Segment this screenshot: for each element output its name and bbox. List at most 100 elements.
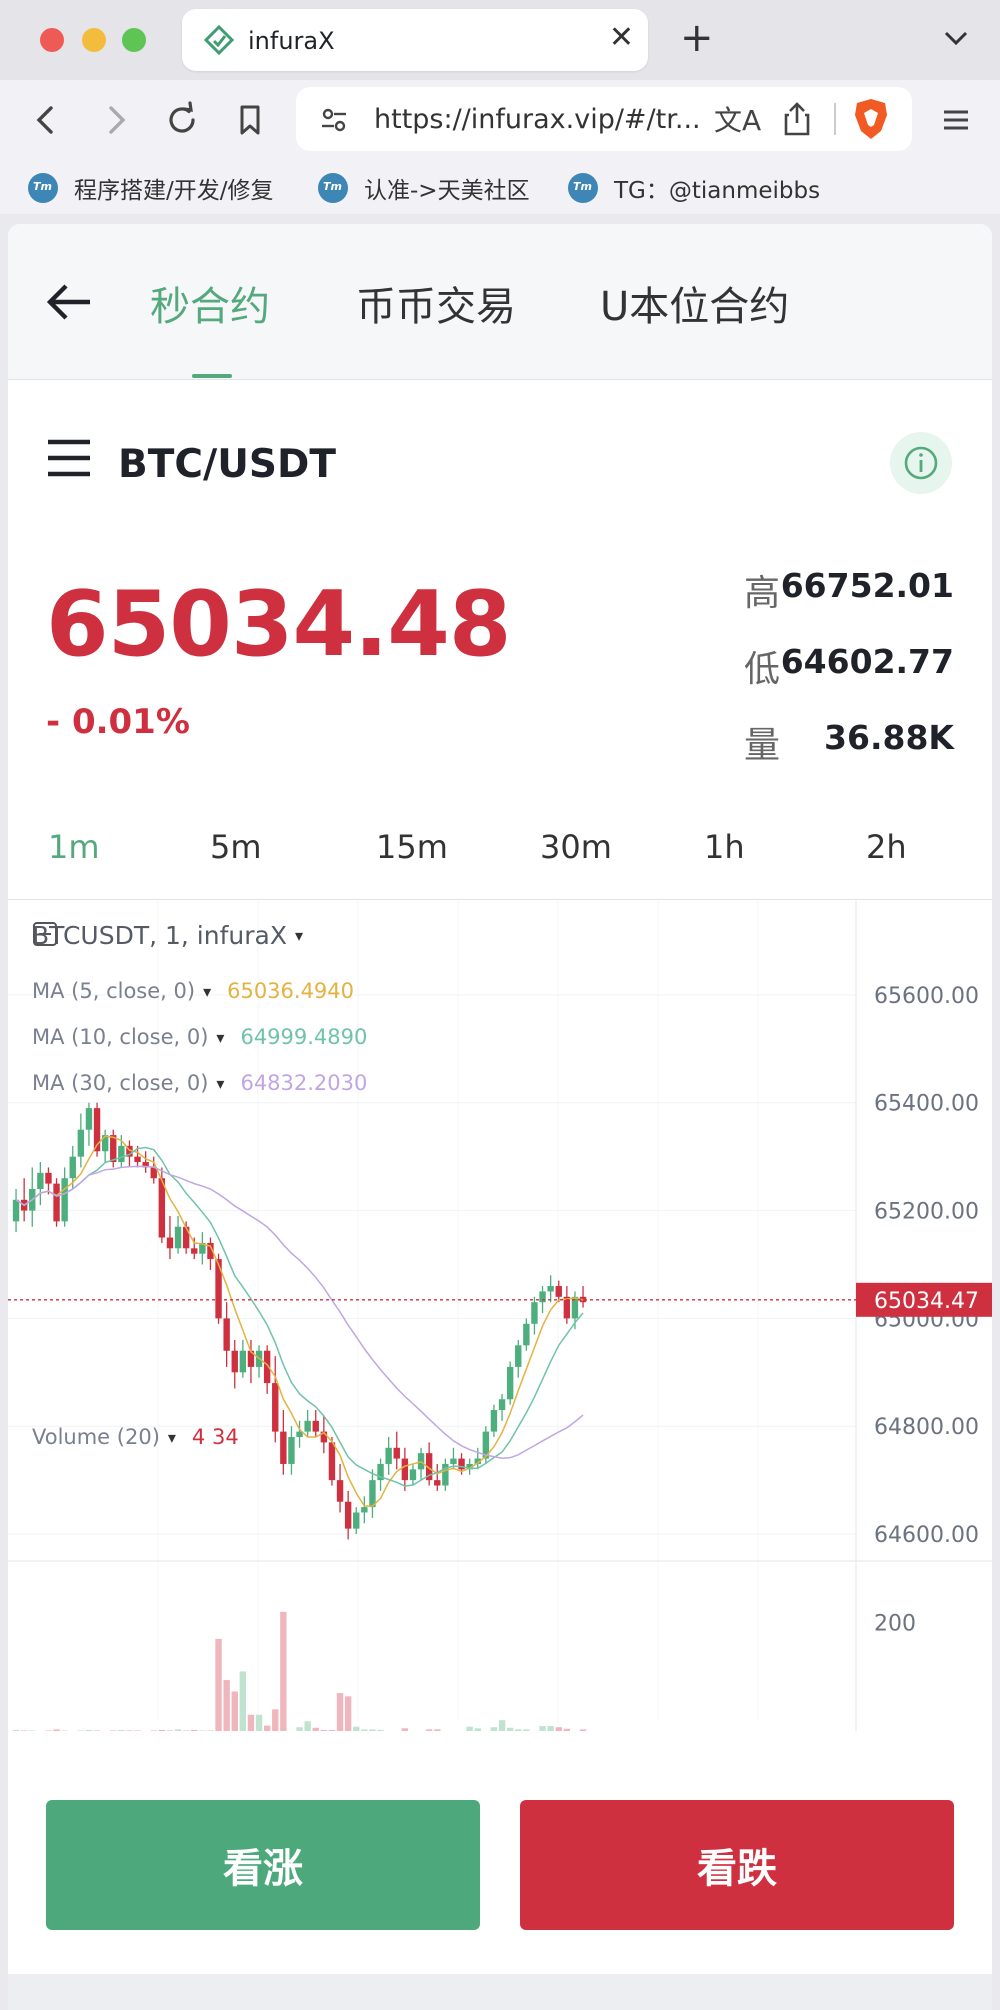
interval-1h[interactable]: 1h: [704, 828, 745, 866]
chevron-down-icon[interactable]: ▾: [167, 1427, 176, 1447]
close-tab-icon[interactable]: ✕: [608, 20, 634, 55]
last-price: 65034.48: [46, 572, 512, 677]
candle-body: [53, 1183, 60, 1222]
stat-volume-value: 36.88K: [824, 718, 954, 757]
collapse-legend-icon[interactable]: [32, 921, 58, 947]
share-icon[interactable]: [780, 101, 814, 137]
y-tick-label: 65200.00: [874, 1200, 979, 1225]
volume-bar: [12, 1729, 20, 1731]
price-chart[interactable]: 65600.00 65400.00 65200.00 65000.00 64800.00…: [8, 901, 992, 1731]
volume-bar: [126, 1730, 133, 1731]
ma30-legend[interactable]: MA (30, close, 0) ▾ 64832.2030: [32, 1071, 367, 1095]
chevron-down-icon[interactable]: [940, 22, 972, 54]
price-change: - 0.01%: [46, 702, 190, 742]
y-tick-label: 65400.00: [874, 1092, 979, 1117]
y-tick-label: 64800.00: [874, 1415, 979, 1440]
buy-up-button[interactable]: 看涨: [46, 1800, 480, 1930]
pair-header: BTC/USDT: [8, 380, 992, 536]
volume-bar: [207, 1730, 214, 1731]
candle-body: [320, 1431, 328, 1443]
ma5-legend[interactable]: MA (5, close, 0) ▾ 65036.4940: [32, 979, 354, 1003]
chart-symbol-legend[interactable]: BTCUSDT, 1, infuraX ▾: [32, 921, 303, 950]
candle-body: [328, 1442, 336, 1481]
chevron-down-icon[interactable]: ▾: [294, 926, 303, 945]
bookmark-icon[interactable]: [230, 100, 270, 140]
url-text[interactable]: https://infurax.vip/#/tr...: [374, 104, 701, 135]
candle-body: [466, 1463, 473, 1470]
volume-bar: [53, 1729, 60, 1731]
y-tick-label: 65600.00: [874, 984, 979, 1009]
candle-body: [101, 1135, 109, 1152]
browser-tab[interactable]: infuraX ✕: [182, 9, 648, 71]
volume-bar: [215, 1638, 222, 1731]
buy-down-button[interactable]: 看跌: [520, 1800, 954, 1930]
ma30-label: MA (30, close, 0): [32, 1071, 209, 1095]
candle-body: [498, 1399, 506, 1411]
back-icon[interactable]: [26, 100, 66, 140]
candle-body: [85, 1108, 93, 1130]
bookmark-item[interactable]: TG：@tianmeibbs: [568, 172, 820, 204]
ma-line-10: [15, 1146, 584, 1487]
interval-5m[interactable]: 5m: [210, 828, 262, 866]
ma-line-5: [15, 1135, 584, 1507]
candle-body: [336, 1480, 344, 1502]
candle-body: [377, 1463, 384, 1481]
pair-title: BTC/USDT: [118, 442, 336, 487]
volume-bar: [515, 1729, 522, 1731]
volume-bar: [320, 1729, 328, 1731]
volume-bar: [466, 1726, 473, 1731]
candle-body: [93, 1108, 101, 1152]
chevron-down-icon[interactable]: ▾: [216, 1027, 225, 1047]
window-minimize-button[interactable]: [82, 28, 106, 52]
candle-body: [207, 1242, 214, 1260]
volume-bar: [231, 1691, 238, 1731]
divider: [834, 103, 836, 135]
interval-2h[interactable]: 2h: [866, 828, 907, 866]
site-settings-icon[interactable]: [318, 104, 350, 136]
chart-canvas[interactable]: 65600.0065400.0065200.0065000.0064800.00…: [8, 901, 992, 1731]
volume-bar: [539, 1726, 546, 1731]
stat-volume: 量 36.88K: [744, 712, 954, 766]
candle-body: [563, 1296, 571, 1319]
volume-bar: [61, 1730, 68, 1731]
bookmark-label: TG：@tianmeibbs: [614, 178, 821, 204]
candle-body: [571, 1296, 579, 1319]
translate-icon[interactable]: 文A: [714, 104, 762, 137]
address-bar[interactable]: https://infurax.vip/#/tr... 文A: [296, 87, 912, 151]
chevron-down-icon[interactable]: ▾: [203, 981, 212, 1001]
tab-usdt-contract[interactable]: U本位合约: [600, 284, 790, 330]
pair-menu-icon[interactable]: [46, 438, 92, 478]
ma10-value: 64999.4890: [240, 1025, 368, 1049]
candle-body: [506, 1366, 514, 1400]
volume-bar: [304, 1721, 311, 1731]
brave-shield-icon[interactable]: [852, 97, 890, 141]
new-tab-icon[interactable]: +: [680, 15, 714, 61]
chevron-down-icon[interactable]: ▾: [216, 1073, 225, 1093]
candle-body: [539, 1291, 546, 1303]
candle-body: [37, 1172, 44, 1189]
bookmark-item[interactable]: 程序搭建/开发/修复: [28, 172, 274, 204]
volume-legend[interactable]: Volume (20) ▾ 4 34: [32, 1425, 239, 1449]
interval-15m[interactable]: 15m: [376, 828, 448, 866]
tab-second-contract[interactable]: 秒合约: [150, 284, 270, 330]
candle-body: [304, 1420, 311, 1432]
candle-body: [474, 1458, 481, 1464]
reload-icon[interactable]: [162, 100, 202, 140]
candle-body: [61, 1178, 68, 1222]
tab-spot-trading[interactable]: 币币交易: [356, 284, 516, 330]
interval-1m[interactable]: 1m: [48, 828, 100, 866]
forward-icon[interactable]: [96, 100, 136, 140]
volume-bar: [272, 1709, 279, 1731]
candle-body: [12, 1199, 20, 1222]
back-arrow-icon[interactable]: [46, 282, 92, 322]
window-close-button[interactable]: [40, 28, 64, 52]
bookmark-item[interactable]: 认准->天美社区: [318, 172, 530, 204]
ma10-legend[interactable]: MA (10, close, 0) ▾ 64999.4890: [32, 1025, 367, 1049]
interval-30m[interactable]: 30m: [540, 828, 612, 866]
volume-tick-label: 200: [874, 1612, 916, 1637]
info-button[interactable]: [890, 432, 952, 494]
menu-icon[interactable]: [936, 100, 976, 140]
window-zoom-button[interactable]: [122, 28, 146, 52]
candle-body: [239, 1350, 247, 1373]
candle-body: [199, 1242, 206, 1254]
